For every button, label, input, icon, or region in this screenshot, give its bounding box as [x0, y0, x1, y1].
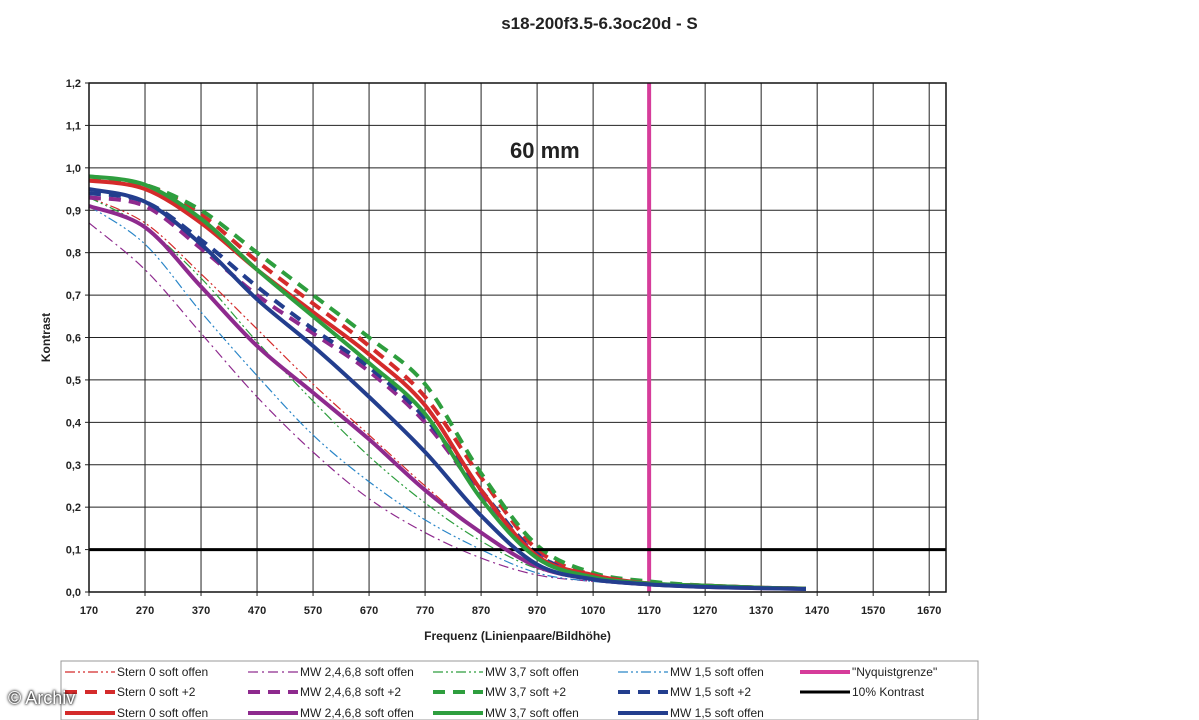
x-tick-label: 870	[472, 605, 490, 617]
series-line-0	[88, 196, 806, 590]
legend-label-4: "Nyquistgrenze"	[852, 665, 937, 679]
legend-label-3: MW 1,5 soft offen	[670, 665, 764, 679]
series-line-11	[88, 204, 807, 592]
x-tick-label: 1170	[637, 605, 661, 617]
x-tick-label: 270	[136, 605, 154, 617]
watermark: © Archiv	[8, 688, 76, 708]
legend-label-13: MW 1,5 soft offen	[670, 706, 764, 720]
legend: Stern 0 soft offen MW 2,4,6,8 soft offen M…	[60, 660, 979, 720]
y-tick-label: 0,0	[66, 587, 81, 599]
legend-label-0: Stern 0 soft offen	[117, 665, 208, 679]
x-ticks: 170 270 370 470 570 670 770 870 970 1070 1170 1270 1…	[80, 592, 941, 617]
y-tick-label: 1,1	[66, 120, 81, 132]
series-group	[88, 83, 946, 592]
x-tick-label: 570	[304, 605, 322, 617]
legend-label-10: Stern 0 soft offen	[117, 706, 208, 720]
x-tick-label: 670	[360, 605, 378, 617]
legend-label-12: MW 3,7 soft offen	[485, 706, 579, 720]
y-tick-label: 0,1	[66, 545, 81, 557]
y-tick-label: 0,5	[66, 375, 81, 387]
x-tick-label: 1470	[805, 605, 829, 617]
legend-label-7: MW 3,7 soft +2	[485, 685, 566, 699]
y-tick-label: 0,4	[66, 417, 82, 429]
x-tick-label: 1270	[693, 605, 717, 617]
x-tick-label: 170	[80, 605, 98, 617]
legend-label-5: Stern 0 soft +2	[117, 685, 196, 699]
series-line-5	[88, 178, 807, 591]
y-axis-title: Kontrast	[39, 313, 53, 362]
legend-label-1: MW 2,4,6,8 soft offen	[300, 665, 414, 679]
chart-annotation: 60 mm	[510, 138, 580, 163]
legend-label-9: 10% Kontrast	[852, 685, 925, 699]
x-tick-label: 370	[192, 605, 210, 617]
y-tick-label: 0,8	[66, 248, 81, 260]
y-tick-label: 1,2	[66, 78, 81, 90]
x-axis-title: Frequenz (Linienpaare/Bildhöhe)	[424, 629, 611, 643]
legend-label-2: MW 3,7 soft offen	[485, 665, 579, 679]
x-tick-label: 1570	[861, 605, 885, 617]
series-line-3	[88, 205, 806, 590]
x-tick-label: 770	[416, 605, 434, 617]
legend-label-6: MW 2,4,6,8 soft +2	[300, 685, 401, 699]
x-tick-label: 1670	[917, 605, 941, 617]
y-ticks: 0,0 0,1 0,2 0,3 0,4 0,5 0,6 0,7 0,8 0,9 1,0 1,1 1,2	[66, 78, 89, 599]
series-line-1	[88, 222, 806, 591]
y-tick-label: 0,6	[66, 333, 81, 345]
x-tick-label: 470	[248, 605, 266, 617]
series-line-7	[88, 174, 807, 591]
x-tick-label: 970	[528, 605, 546, 617]
y-tick-label: 0,3	[66, 460, 81, 472]
y-tick-label: 0,7	[66, 290, 81, 302]
series-line-13	[88, 187, 807, 592]
y-tick-label: 1,0	[66, 163, 81, 175]
series-line-6	[88, 195, 807, 591]
series-line-2	[88, 196, 806, 590]
x-tick-label: 1370	[749, 605, 773, 617]
y-tick-label: 0,9	[66, 205, 81, 217]
y-tick-label: 0,2	[66, 502, 81, 514]
chart-title: s18-200f3.5-6.3oc20d - S	[501, 14, 698, 33]
legend-label-8: MW 1,5 soft +2	[670, 685, 751, 699]
x-tick-label: 1070	[581, 605, 605, 617]
legend-label-11: MW 2,4,6,8 soft offen	[300, 706, 414, 720]
